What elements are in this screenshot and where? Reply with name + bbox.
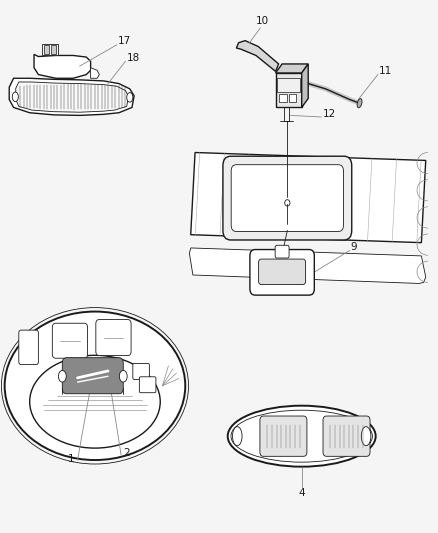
FancyBboxPatch shape: [19, 330, 39, 365]
FancyBboxPatch shape: [275, 245, 289, 258]
Text: 11: 11: [379, 66, 392, 76]
Ellipse shape: [119, 370, 127, 382]
Ellipse shape: [285, 200, 290, 206]
FancyBboxPatch shape: [96, 319, 131, 356]
Ellipse shape: [58, 370, 66, 382]
Bar: [279, 94, 287, 102]
Polygon shape: [189, 248, 426, 284]
Ellipse shape: [12, 92, 18, 102]
Ellipse shape: [228, 406, 376, 467]
FancyBboxPatch shape: [323, 416, 370, 456]
Polygon shape: [34, 54, 91, 78]
Text: 9: 9: [351, 242, 357, 252]
FancyBboxPatch shape: [250, 249, 314, 295]
FancyBboxPatch shape: [42, 44, 58, 55]
Ellipse shape: [231, 410, 372, 462]
Text: 18: 18: [127, 53, 140, 63]
FancyBboxPatch shape: [139, 377, 156, 393]
Text: 4: 4: [298, 488, 305, 498]
Ellipse shape: [5, 312, 185, 460]
FancyBboxPatch shape: [62, 358, 123, 394]
Bar: [44, 45, 49, 54]
Polygon shape: [276, 73, 302, 108]
Ellipse shape: [233, 426, 242, 446]
Text: 12: 12: [322, 109, 336, 119]
Polygon shape: [276, 64, 308, 73]
Ellipse shape: [127, 93, 133, 102]
Polygon shape: [191, 152, 426, 243]
Text: 10: 10: [256, 17, 269, 26]
Polygon shape: [237, 41, 279, 71]
Bar: [277, 78, 300, 92]
FancyBboxPatch shape: [258, 259, 306, 285]
Polygon shape: [302, 64, 308, 108]
FancyBboxPatch shape: [260, 416, 307, 456]
Text: 1: 1: [68, 454, 74, 464]
Ellipse shape: [30, 356, 160, 448]
FancyBboxPatch shape: [223, 156, 352, 240]
Ellipse shape: [357, 99, 362, 108]
FancyBboxPatch shape: [52, 323, 88, 358]
Text: 2: 2: [123, 448, 130, 458]
Polygon shape: [91, 68, 99, 78]
Text: 17: 17: [118, 36, 131, 46]
Bar: [289, 94, 297, 102]
Polygon shape: [16, 82, 128, 112]
FancyBboxPatch shape: [231, 165, 343, 231]
Polygon shape: [9, 78, 134, 115]
Ellipse shape: [361, 426, 371, 446]
Bar: [50, 45, 56, 54]
FancyBboxPatch shape: [133, 364, 149, 379]
